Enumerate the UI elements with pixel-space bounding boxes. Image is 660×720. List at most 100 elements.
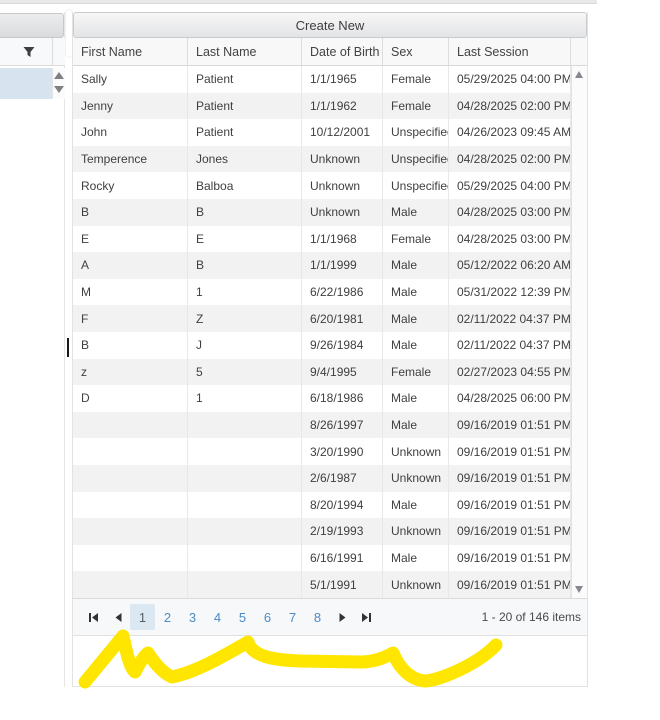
table-cell[interactable]: Jenny bbox=[73, 92, 188, 120]
table-cell[interactable]: E bbox=[73, 225, 188, 253]
column-header-last-session[interactable]: Last Session bbox=[449, 38, 571, 66]
scroll-up-icon[interactable] bbox=[575, 71, 583, 78]
column-header-last-name[interactable]: Last Name bbox=[188, 38, 302, 66]
column-header-date-of-birth[interactable]: Date of Birth bbox=[302, 38, 383, 66]
table-cell[interactable]: 8/26/1997 bbox=[302, 411, 383, 439]
table-row[interactable]: B J 9/26/1984 Male 02/11/2022 04:37 PM bbox=[73, 331, 571, 359]
table-cell[interactable]: Rocky bbox=[73, 172, 188, 199]
table-row[interactable]: z 5 9/4/1995 Female 02/27/2023 04:55 PM bbox=[73, 358, 571, 386]
table-cell[interactable]: 04/28/2025 03:00 PM bbox=[449, 225, 571, 253]
previous-page-icon[interactable] bbox=[106, 604, 130, 630]
table-cell[interactable]: B bbox=[73, 331, 188, 359]
table-cell[interactable]: Female bbox=[383, 358, 449, 386]
table-row[interactable]: 8/26/1997 Male 09/16/2019 01:51 PM bbox=[73, 411, 571, 439]
next-page-icon[interactable] bbox=[330, 604, 354, 630]
table-cell[interactable]: B bbox=[188, 252, 302, 279]
pager-page-5[interactable]: 5 bbox=[238, 609, 247, 625]
grid-vertical-scrollbar[interactable] bbox=[571, 66, 587, 598]
create-new-button[interactable]: Create New bbox=[73, 12, 587, 38]
table-cell[interactable]: 8/20/1994 bbox=[302, 491, 383, 519]
table-cell[interactable] bbox=[73, 518, 188, 545]
table-cell[interactable]: 05/29/2025 04:00 PM bbox=[449, 172, 571, 199]
table-cell[interactable]: 3/20/1990 bbox=[302, 438, 383, 465]
table-cell[interactable]: 9/26/1984 bbox=[302, 331, 383, 359]
pager-page-3[interactable]: 3 bbox=[188, 609, 197, 625]
table-cell[interactable]: Temperence bbox=[73, 145, 188, 173]
table-row[interactable]: A B 1/1/1999 Male 05/12/2022 06:20 AM bbox=[73, 252, 571, 279]
table-cell[interactable]: 1 bbox=[188, 385, 302, 412]
table-row[interactable]: 5/1/1991 Unknown 09/16/2019 01:51 PM bbox=[73, 571, 571, 598]
table-cell[interactable]: 09/16/2019 01:51 PM bbox=[449, 464, 571, 492]
last-page-icon[interactable] bbox=[354, 604, 378, 630]
table-cell[interactable]: Unspecified bbox=[383, 172, 449, 199]
table-cell[interactable]: Unspecified bbox=[383, 119, 449, 146]
table-cell[interactable]: 1/1/1968 bbox=[302, 225, 383, 253]
table-cell[interactable]: Jones bbox=[188, 145, 302, 173]
table-cell[interactable]: 04/28/2025 02:00 PM bbox=[449, 92, 571, 120]
table-cell[interactable]: Unknown bbox=[383, 571, 449, 598]
table-cell[interactable]: 1/1/1999 bbox=[302, 252, 383, 279]
table-cell[interactable]: 1/1/1965 bbox=[302, 66, 383, 93]
table-cell[interactable]: Female bbox=[383, 66, 449, 93]
table-cell[interactable]: Unknown bbox=[302, 198, 383, 226]
table-cell[interactable] bbox=[188, 438, 302, 465]
table-cell[interactable]: 9/4/1995 bbox=[302, 358, 383, 386]
table-cell[interactable]: 2/6/1987 bbox=[302, 464, 383, 492]
table-cell[interactable]: 09/16/2019 01:51 PM bbox=[449, 438, 571, 465]
table-cell[interactable] bbox=[188, 491, 302, 519]
table-cell[interactable]: 09/16/2019 01:51 PM bbox=[449, 411, 571, 439]
table-cell[interactable]: 04/26/2023 09:45 AM bbox=[449, 119, 571, 146]
table-cell[interactable]: Balboa bbox=[188, 172, 302, 199]
table-cell[interactable]: Female bbox=[383, 225, 449, 253]
table-cell[interactable]: 02/27/2023 04:55 PM bbox=[449, 358, 571, 386]
scroll-down-icon[interactable] bbox=[575, 586, 583, 593]
left-panel-scrollbar[interactable] bbox=[52, 68, 65, 99]
table-cell[interactable]: Male bbox=[383, 331, 449, 359]
table-row[interactable]: Jenny Patient 1/1/1962 Female 04/28/2025 02:… bbox=[73, 92, 571, 120]
table-cell[interactable]: Male bbox=[383, 198, 449, 226]
table-cell[interactable] bbox=[73, 411, 188, 439]
table-row[interactable]: E E 1/1/1968 Female 04/28/2025 03:00 PM bbox=[73, 225, 571, 253]
table-cell[interactable]: 2/19/1993 bbox=[302, 518, 383, 545]
table-row[interactable]: 2/19/1993 Unknown 09/16/2019 01:51 PM bbox=[73, 518, 571, 545]
table-row[interactable]: D 1 6/18/1986 Male 04/28/2025 06:00 PM bbox=[73, 385, 571, 412]
table-cell[interactable]: Unknown bbox=[383, 438, 449, 465]
table-cell[interactable]: 6/18/1986 bbox=[302, 385, 383, 412]
table-cell[interactable]: 04/28/2025 03:00 PM bbox=[449, 198, 571, 226]
table-cell[interactable]: Sally bbox=[73, 66, 188, 93]
table-row[interactable]: B B Unknown Male 04/28/2025 03:00 PM bbox=[73, 198, 571, 226]
pager-page-7[interactable]: 7 bbox=[288, 609, 297, 625]
table-cell[interactable]: 05/12/2022 06:20 AM bbox=[449, 252, 571, 279]
table-cell[interactable]: Male bbox=[383, 491, 449, 519]
table-cell[interactable]: 09/16/2019 01:51 PM bbox=[449, 491, 571, 519]
table-cell[interactable]: 04/28/2025 06:00 PM bbox=[449, 385, 571, 412]
scroll-down-icon[interactable] bbox=[54, 86, 64, 93]
table-row[interactable]: 6/16/1991 Male 09/16/2019 01:51 PM bbox=[73, 544, 571, 572]
table-row[interactable]: Temperence Jones Unknown Unspecified 04/28/2… bbox=[73, 145, 571, 173]
table-cell[interactable]: Unknown bbox=[302, 145, 383, 173]
table-cell[interactable] bbox=[188, 571, 302, 598]
table-cell[interactable]: 05/29/2025 04:00 PM bbox=[449, 66, 571, 93]
scroll-up-icon[interactable] bbox=[54, 72, 64, 79]
table-cell[interactable]: Female bbox=[383, 92, 449, 120]
table-cell[interactable]: Patient bbox=[188, 92, 302, 120]
pager-page-1[interactable]: 1 bbox=[130, 604, 155, 630]
table-cell[interactable]: 09/16/2019 01:51 PM bbox=[449, 544, 571, 572]
table-row[interactable]: Sally Patient 1/1/1965 Female 05/29/2025 04:… bbox=[73, 66, 571, 93]
table-cell[interactable]: z bbox=[73, 358, 188, 386]
table-cell[interactable]: 10/12/2001 bbox=[302, 119, 383, 146]
table-cell[interactable]: F bbox=[73, 305, 188, 332]
table-cell[interactable]: Male bbox=[383, 278, 449, 306]
table-cell[interactable] bbox=[188, 518, 302, 545]
table-cell[interactable]: Z bbox=[188, 305, 302, 332]
table-cell[interactable]: 05/31/2022 12:39 PM bbox=[449, 278, 571, 306]
table-cell[interactable]: 6/16/1991 bbox=[302, 544, 383, 572]
table-cell[interactable]: Patient bbox=[188, 66, 302, 93]
table-cell[interactable]: 02/11/2022 04:37 PM bbox=[449, 331, 571, 359]
table-cell[interactable]: 1 bbox=[188, 278, 302, 306]
first-page-icon[interactable] bbox=[82, 604, 106, 630]
table-row[interactable]: 2/6/1987 Unknown 09/16/2019 01:51 PM bbox=[73, 464, 571, 492]
table-cell[interactable]: Unspecified bbox=[383, 145, 449, 173]
table-cell[interactable]: 5 bbox=[188, 358, 302, 386]
pager-page-4[interactable]: 4 bbox=[213, 609, 222, 625]
